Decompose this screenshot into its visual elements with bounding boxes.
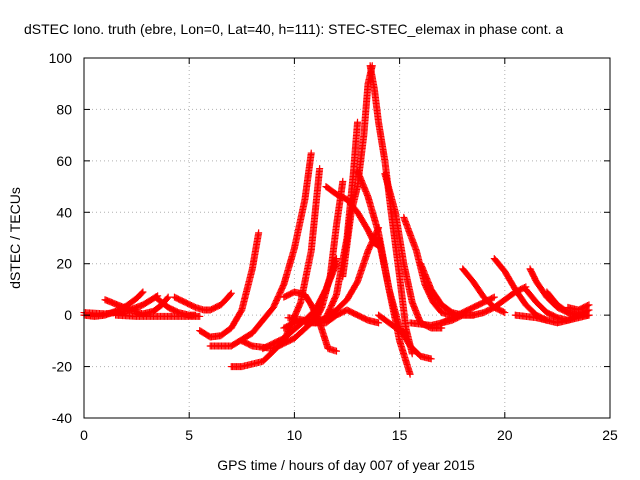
chart-title: dSTEC Iono. truth (ebre, Lon=0, Lat=40, …: [24, 21, 563, 37]
data-point: [196, 312, 204, 320]
series-22: [375, 311, 410, 337]
series-5: [170, 289, 235, 314]
series-32: [543, 288, 593, 319]
data-point: [584, 302, 592, 309]
data-point: [501, 309, 509, 317]
data-point: [427, 355, 435, 363]
data-point: [255, 229, 263, 237]
data-point: [499, 308, 507, 316]
data-point: [406, 370, 414, 378]
data-point: [489, 294, 497, 302]
series-4: [112, 311, 204, 320]
data-point: [375, 319, 383, 327]
x-tick-label: 20: [497, 427, 513, 443]
series-11: [280, 177, 347, 332]
series-33: [564, 301, 593, 314]
x-tick-label: 15: [392, 427, 408, 443]
data-point: [307, 149, 315, 157]
series-26: [438, 283, 530, 327]
series-20: [375, 234, 435, 363]
series-23: [400, 213, 456, 319]
data-point: [490, 293, 498, 301]
data-point: [585, 301, 593, 309]
data-point: [354, 118, 362, 126]
data-point: [316, 165, 324, 173]
data-point: [585, 311, 593, 319]
x-axis-label: GPS time / hours of day 007 of year 2015: [217, 457, 475, 473]
y-tick-label: 80: [56, 101, 72, 117]
data-point: [138, 289, 146, 297]
series-2: [80, 292, 162, 318]
x-tick-label: 5: [185, 427, 193, 443]
x-tick-label: 25: [602, 427, 618, 443]
data-point: [164, 293, 172, 301]
plot-frame: [83, 57, 611, 419]
y-tick-label: 40: [56, 204, 72, 220]
y-tick-label: 20: [56, 256, 72, 272]
data-point: [227, 289, 235, 297]
data-point: [402, 329, 410, 337]
data-point: [332, 347, 340, 355]
ticks: 0 5 10 15 20 25 -40 -20 0 20 40 60 80 100: [49, 50, 618, 443]
y-tick-label: 100: [49, 50, 73, 66]
y-tick-label: -20: [52, 359, 72, 375]
y-tick-label: 0: [64, 307, 72, 323]
y-tick-label: -40: [52, 410, 72, 426]
y-axis-label: dSTEC / TECUs: [7, 187, 23, 289]
x-tick-label: 10: [287, 427, 303, 443]
data-point: [163, 294, 171, 302]
series-6: [196, 229, 263, 341]
data-point: [339, 177, 347, 185]
data-point: [139, 288, 147, 296]
x-tick-label: 0: [80, 427, 88, 443]
series-16: [322, 183, 383, 250]
data-marks: [80, 62, 593, 378]
series-27: [459, 265, 509, 317]
series-7: [206, 149, 315, 350]
data-point: [226, 290, 234, 298]
series-15: [311, 224, 383, 327]
y-tick-label: 60: [56, 153, 72, 169]
